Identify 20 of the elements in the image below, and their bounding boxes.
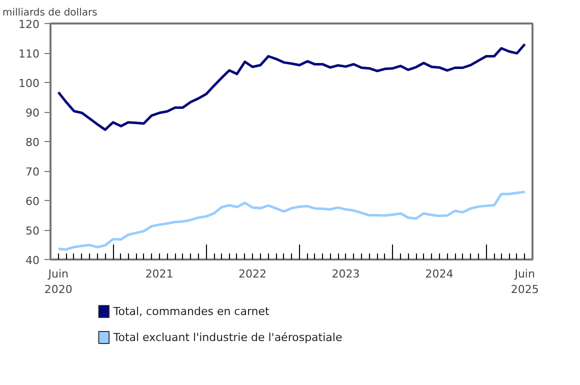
y-tick-label: 60 bbox=[26, 195, 40, 208]
line-series bbox=[57, 190, 526, 251]
x-tick-label: 2024 bbox=[425, 268, 454, 280]
y-axis-title: milliards de dollars bbox=[2, 8, 98, 18]
y-tick-label: 80 bbox=[26, 136, 40, 149]
legend-label: Total, commandes en carnet bbox=[112, 305, 270, 318]
y-tick-label: 90 bbox=[26, 106, 40, 120]
x-tick-label: 2021 bbox=[145, 268, 174, 280]
legend-label: Total excluant l'industrie de l'aérospatiale bbox=[112, 331, 342, 344]
x-tick-label: 2023 bbox=[332, 268, 360, 280]
x-tick-label: 2022 bbox=[238, 268, 267, 280]
y-tick-label: 120 bbox=[18, 18, 40, 31]
y-tick-label: 110 bbox=[18, 48, 40, 60]
x-tick-label: Juin 2020 bbox=[44, 268, 72, 296]
y-tick-label: 70 bbox=[26, 166, 40, 178]
x-tick-label: Juin 2025 bbox=[510, 268, 539, 296]
line-series bbox=[57, 42, 526, 131]
y-tick-label: 40 bbox=[26, 254, 40, 267]
y-tick-label: 100 bbox=[18, 77, 40, 90]
y-tick-label: 50 bbox=[26, 224, 40, 238]
